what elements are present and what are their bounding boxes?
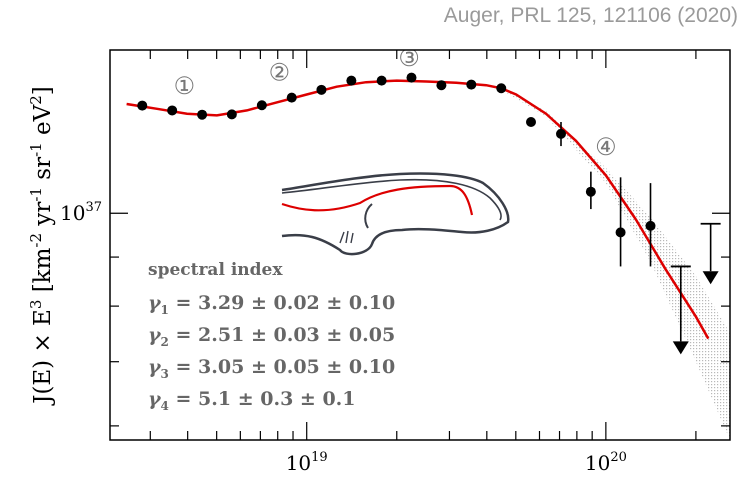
gamma-value: = 5.1 ± 0.3 ± 0.1 [169, 388, 356, 410]
upper-limit-arrow-1 [672, 341, 689, 355]
y-label-superscript: -2 [27, 233, 45, 248]
x-tick-label-2: 1020 [585, 450, 627, 475]
data-point-10 [406, 72, 417, 83]
gamma-symbol: γ [148, 356, 162, 378]
leg-sketch-illustration [281, 172, 510, 256]
tick-exponent: 37 [85, 200, 102, 215]
data-point-5 [256, 100, 267, 111]
spectral-index-line-1: γ1 = 3.29 ± 0.02 ± 0.10 [148, 292, 395, 317]
data-point-11 [436, 80, 447, 91]
y-label-superscript: -1 [27, 142, 45, 157]
gamma-subscript: 4 [161, 399, 169, 413]
x-tick-label-1: 1019 [286, 450, 328, 475]
gamma-value: = 3.29 ± 0.02 ± 0.10 [169, 292, 395, 314]
gamma-subscript: 3 [161, 367, 169, 381]
y-label-text: J(E) × E [30, 309, 56, 406]
y-label-text: [km [30, 247, 56, 299]
sketch-red-curve [281, 184, 474, 216]
y-label-superscript: 2 [27, 95, 45, 105]
y-tick-label-1: 1037 [60, 200, 102, 225]
data-point-13 [496, 83, 507, 94]
gamma-symbol: γ [148, 292, 162, 314]
data-point-12 [466, 79, 477, 90]
data-point-6 [286, 92, 297, 103]
y-axis-label: J(E) × E3 [km-2 yr-1 sr-1 eV2] [27, 86, 56, 406]
region-label-4: ④ [595, 133, 617, 161]
annotation-title: spectral index [148, 260, 283, 280]
fit-uncertainty-band [501, 86, 730, 440]
y-label-superscript: -1 [27, 187, 45, 202]
y-label-text: sr [30, 157, 56, 187]
data-point-17 [615, 227, 626, 238]
data-point-2 [167, 105, 178, 116]
gamma-symbol: γ [148, 388, 162, 410]
data-point-9 [376, 75, 387, 86]
sketch-outline-outer [281, 172, 510, 256]
upper-limit-arrow-2 [702, 271, 719, 285]
plot-frame [109, 49, 731, 441]
sketch-outline-inner [281, 178, 502, 221]
spectral-index-line-4: γ4 = 5.1 ± 0.3 ± 0.1 [148, 388, 356, 413]
data-point-3 [197, 109, 208, 120]
y-label-text: eV [30, 104, 56, 142]
citation: Auger, PRL 125, 121106 (2020) [443, 4, 738, 27]
tick-base: 10 [585, 451, 610, 475]
region-label-3: ③ [398, 44, 420, 72]
data-point-16 [585, 186, 596, 197]
sketch-knee-line [364, 203, 373, 229]
gamma-value: = 2.51 ± 0.03 ± 0.05 [169, 324, 395, 346]
spectral-index-line-2: γ2 = 2.51 ± 0.03 ± 0.05 [148, 324, 395, 349]
sketch-toes [339, 230, 354, 244]
region-label-2: ② [269, 59, 291, 87]
tick-base: 10 [286, 451, 311, 475]
spectral-index-line-3: γ3 = 3.05 ± 0.05 ± 0.10 [148, 356, 395, 381]
data-point-7 [316, 84, 327, 95]
data-point-15 [555, 128, 566, 139]
tick-exponent: 19 [311, 450, 328, 465]
data-point-18 [645, 220, 656, 231]
region-label-1: ① [174, 72, 196, 100]
data-point-4 [226, 109, 237, 120]
data-point-8 [346, 75, 357, 86]
gamma-symbol: γ [148, 324, 162, 346]
data-point-14 [525, 116, 536, 127]
data-point-1 [137, 100, 148, 111]
y-label-text: ] [30, 86, 56, 95]
gamma-subscript: 2 [161, 335, 169, 349]
y-label-superscript: 3 [27, 300, 45, 310]
tick-exponent: 20 [610, 450, 627, 465]
tick-base: 10 [60, 201, 85, 225]
gamma-subscript: 1 [161, 303, 169, 317]
y-label-text: yr [30, 202, 56, 233]
gamma-value: = 3.05 ± 0.05 ± 0.10 [169, 356, 395, 378]
